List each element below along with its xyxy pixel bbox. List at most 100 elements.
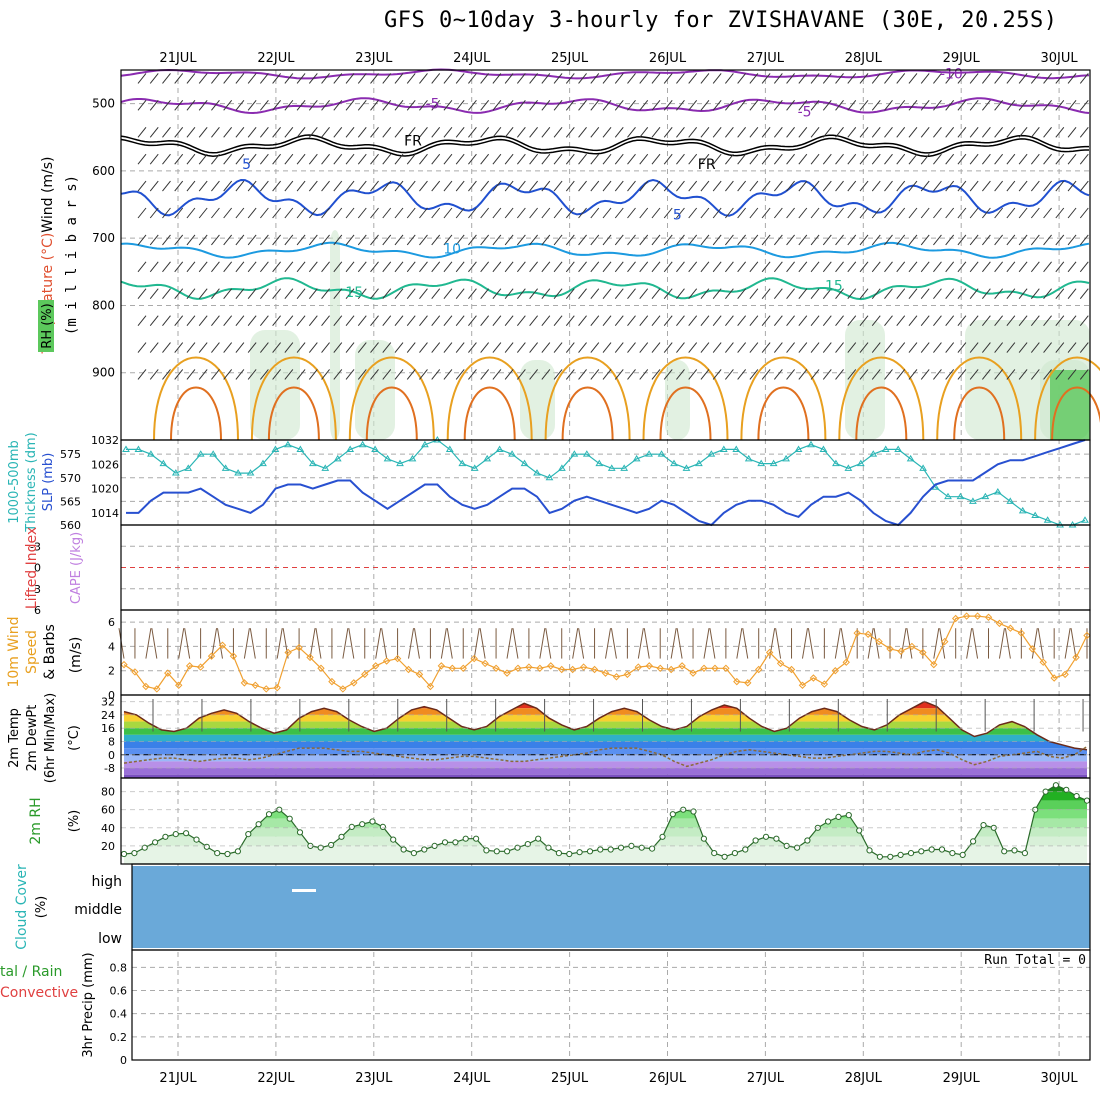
wind-barb	[235, 234, 245, 246]
temp-contour-20	[936, 356, 1023, 441]
wind-barb	[382, 261, 392, 273]
slp-ylabel-text: SLP (mb)	[41, 453, 56, 512]
wind-barb	[847, 261, 857, 273]
wind-barb	[663, 369, 673, 380]
wind-barb	[468, 100, 477, 111]
rh-point	[131, 850, 138, 857]
wind-barb	[749, 261, 759, 273]
wind-barb	[798, 234, 808, 246]
wind-barb	[1030, 126, 1040, 138]
wind-barb	[700, 73, 710, 84]
wind-barb	[321, 153, 330, 165]
wind-barb	[712, 180, 722, 192]
wind-barb	[920, 261, 930, 273]
wind-barb	[149, 153, 159, 165]
thickness-point	[346, 445, 355, 452]
wind-barb	[186, 207, 196, 219]
wind-speed-point	[744, 679, 752, 687]
wind-barb	[786, 126, 795, 138]
wind-barb	[981, 100, 991, 111]
contour-label: 10	[443, 241, 461, 257]
wind10m-barb	[676, 628, 683, 659]
thickness-point	[147, 450, 155, 457]
wind-barb	[296, 207, 306, 219]
pressure-tick-label: 800	[92, 298, 115, 312]
rh-point	[742, 846, 749, 853]
wind-barb	[321, 73, 330, 84]
wind-barb	[1043, 207, 1052, 219]
top-date-label: 21JUL	[159, 51, 197, 66]
wind-barb	[749, 369, 759, 380]
wind-barb	[639, 369, 649, 380]
wind-barb	[712, 261, 722, 273]
wind-speed-point	[995, 619, 1004, 628]
wind-speed-point	[776, 659, 785, 668]
bottom-date-label: 27JUL	[747, 1071, 785, 1086]
wind-barb	[272, 288, 282, 300]
wind-barb	[565, 234, 575, 246]
wind-barb	[394, 153, 404, 165]
rh-point	[514, 844, 521, 851]
wind10m-barb	[178, 628, 185, 659]
wind-barb	[822, 180, 832, 192]
wind-barb	[945, 126, 955, 138]
wind-barb	[578, 342, 587, 353]
wind-barb	[798, 126, 808, 138]
wind10m-barb	[840, 628, 847, 659]
wind-barb	[688, 207, 698, 219]
wind-barb	[884, 342, 893, 353]
wind-barb	[333, 180, 343, 192]
wind-speed-point	[1061, 670, 1069, 679]
wind-barb	[284, 234, 294, 246]
rh-point	[183, 830, 190, 837]
wind-barb	[590, 288, 600, 300]
wind-barb	[786, 73, 795, 84]
wind-barb	[259, 234, 269, 246]
thickness-point	[832, 459, 840, 467]
wind-barb	[259, 180, 269, 192]
wind-barb	[504, 288, 514, 300]
rh-band	[124, 785, 1087, 792]
wind-barb	[162, 261, 171, 273]
wind-barb	[761, 369, 771, 380]
wind-barb	[651, 153, 661, 165]
wind-barb	[688, 261, 698, 273]
precip-tick-label: 0.6	[110, 985, 128, 998]
thickness-point	[657, 450, 666, 457]
series-2m-dewpt	[123, 745, 1088, 768]
wind-barb	[529, 369, 538, 380]
rh-point	[473, 835, 480, 842]
wind-speed-point	[853, 629, 861, 637]
temp-ylabel: 2m Temp	[7, 708, 22, 768]
wind-speed-point	[930, 660, 938, 669]
wind-barb	[333, 315, 343, 326]
wind-barb	[223, 153, 233, 165]
wind-barb	[443, 180, 453, 192]
wind-barb	[443, 288, 453, 300]
wind-barb	[847, 180, 857, 192]
wind-barb	[419, 342, 428, 353]
wind-barb	[394, 126, 404, 138]
thickness-point	[670, 459, 678, 467]
wind-barb	[468, 369, 477, 380]
wind-barb	[651, 288, 661, 300]
wind-barb	[1043, 261, 1052, 273]
wind-barb	[149, 180, 159, 192]
wind-barb	[627, 288, 636, 300]
wind10m-barb	[637, 628, 644, 659]
wind-barb	[137, 261, 147, 273]
rh-point	[1052, 782, 1060, 789]
rh-point	[348, 823, 355, 831]
wind-barb	[676, 126, 685, 138]
wind-barb	[357, 126, 367, 138]
wind-speed-point	[196, 663, 205, 671]
run-total: Run Total = 0	[984, 953, 1086, 968]
wind-barb	[896, 369, 906, 380]
cloud-row-label: high	[91, 874, 122, 890]
rh-point	[390, 836, 397, 843]
wind-barb	[419, 73, 428, 84]
wind-barb	[761, 180, 771, 192]
bottom-date-label: 29JUL	[943, 1071, 981, 1086]
wind-barb	[321, 126, 330, 138]
li-tick-label: -3	[30, 540, 41, 553]
